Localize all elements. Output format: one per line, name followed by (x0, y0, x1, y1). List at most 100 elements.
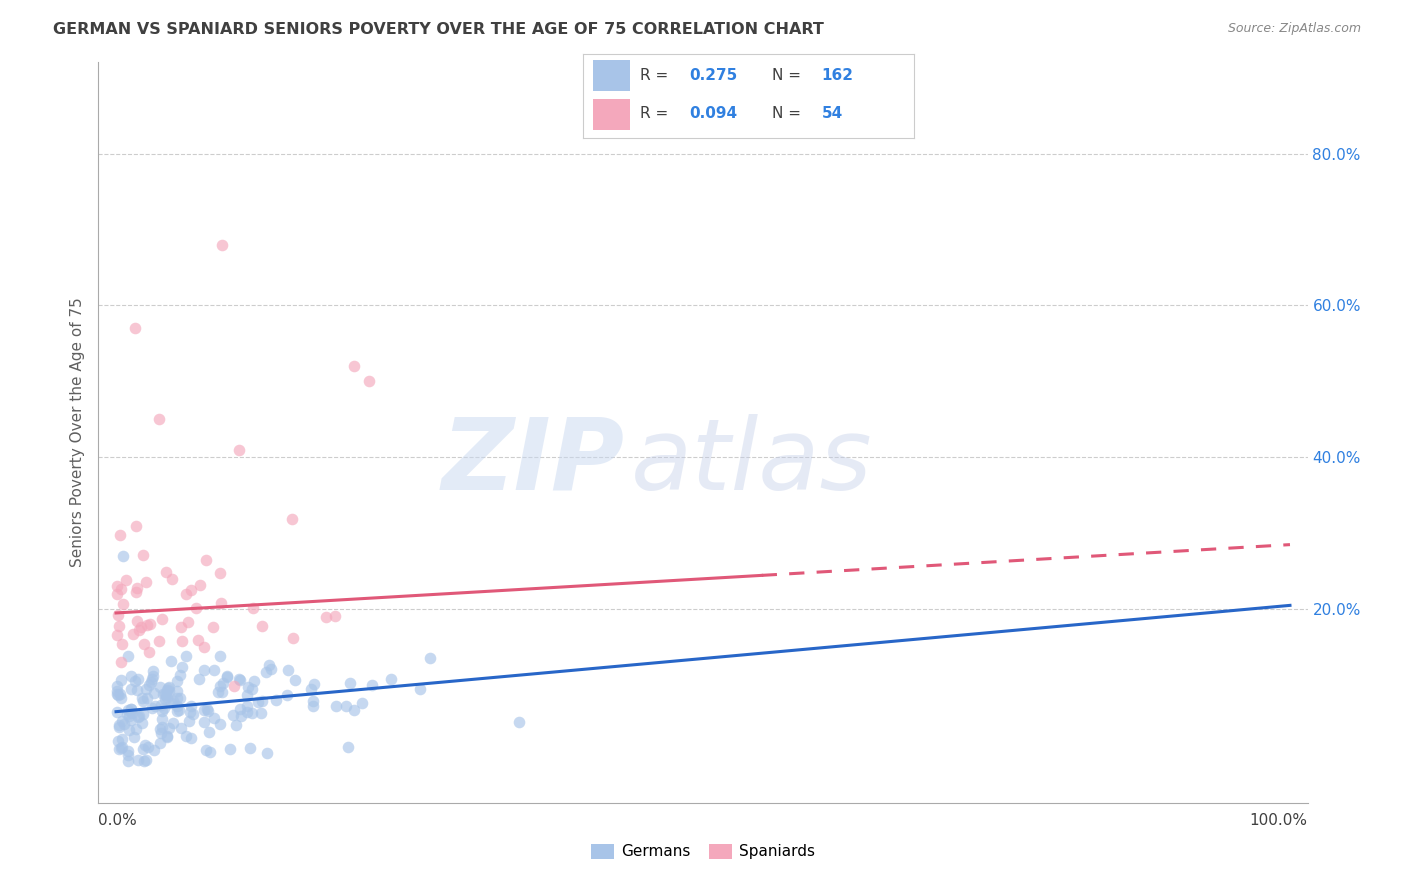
Point (419, 650, 441, 665)
Point (131, 690, 153, 705)
Point (194, 743, 217, 757)
Point (120, 701, 142, 715)
Point (132, 548, 155, 562)
Point (111, 739, 134, 754)
Point (105, 628, 128, 642)
Point (284, 673, 307, 687)
Point (155, 729, 177, 743)
Point (240, 706, 263, 720)
Point (180, 699, 202, 714)
Text: N =: N = (772, 106, 801, 120)
Text: 0.275: 0.275 (689, 68, 738, 83)
Text: 0.0%: 0.0% (98, 813, 138, 828)
Point (110, 690, 132, 705)
Point (127, 673, 149, 687)
Y-axis label: Seniors Poverty Over the Age of 75: Seniors Poverty Over the Age of 75 (69, 298, 84, 567)
Point (229, 702, 252, 716)
Point (193, 715, 215, 730)
Point (142, 669, 165, 683)
Point (236, 688, 259, 702)
Point (172, 634, 194, 648)
Point (157, 680, 180, 694)
Point (343, 703, 366, 717)
Point (242, 674, 264, 689)
Point (228, 442, 250, 457)
Text: 0.094: 0.094 (689, 106, 737, 120)
Point (169, 691, 191, 706)
Point (380, 673, 402, 687)
Point (107, 734, 129, 748)
Text: N =: N = (772, 68, 801, 83)
Point (156, 731, 179, 745)
Point (166, 698, 188, 713)
Point (187, 672, 209, 686)
Point (302, 677, 325, 691)
Text: 100.0%: 100.0% (1250, 813, 1308, 828)
Point (240, 682, 263, 697)
Point (132, 694, 155, 708)
Point (117, 754, 139, 768)
Point (148, 633, 170, 648)
Point (127, 753, 149, 767)
Text: Source: ZipAtlas.com: Source: ZipAtlas.com (1227, 22, 1361, 36)
Point (135, 574, 157, 589)
Point (125, 722, 148, 736)
Point (156, 681, 179, 696)
Point (111, 549, 134, 563)
Point (120, 669, 142, 683)
Point (202, 664, 225, 678)
Point (236, 705, 259, 719)
Point (118, 709, 141, 723)
Text: R =: R = (640, 106, 668, 120)
Point (131, 716, 153, 731)
Point (149, 723, 172, 737)
Point (131, 742, 153, 756)
Point (169, 668, 191, 682)
Point (149, 680, 172, 694)
Point (208, 648, 231, 663)
Point (156, 690, 179, 704)
Point (132, 637, 155, 651)
Text: 162: 162 (821, 68, 853, 83)
Point (155, 565, 177, 579)
Point (152, 687, 174, 701)
Point (117, 648, 139, 663)
Point (148, 412, 170, 426)
Point (131, 707, 153, 722)
Point (207, 685, 229, 699)
Point (105, 687, 128, 701)
Point (166, 674, 188, 689)
Point (117, 707, 139, 722)
Point (121, 706, 143, 720)
Point (408, 682, 430, 697)
Point (260, 662, 283, 676)
Point (181, 706, 204, 721)
Legend: Germans, Spaniards: Germans, Spaniards (585, 838, 821, 865)
Point (238, 680, 260, 694)
Point (153, 692, 176, 706)
Point (155, 687, 177, 701)
Point (209, 566, 232, 580)
Point (142, 665, 165, 679)
Point (110, 673, 132, 687)
Point (160, 572, 183, 586)
Point (111, 714, 134, 728)
Text: 54: 54 (821, 106, 842, 120)
Point (136, 618, 159, 632)
Point (107, 608, 129, 623)
Point (150, 704, 173, 718)
Point (135, 753, 157, 767)
Point (242, 601, 264, 615)
Point (117, 748, 139, 763)
Point (209, 596, 232, 610)
Point (107, 689, 129, 703)
Point (170, 660, 193, 674)
Point (141, 672, 163, 686)
Point (105, 679, 128, 693)
Point (228, 672, 250, 686)
Point (110, 655, 132, 669)
Point (105, 579, 128, 593)
Point (222, 680, 245, 694)
Point (125, 615, 148, 629)
Point (108, 741, 131, 756)
